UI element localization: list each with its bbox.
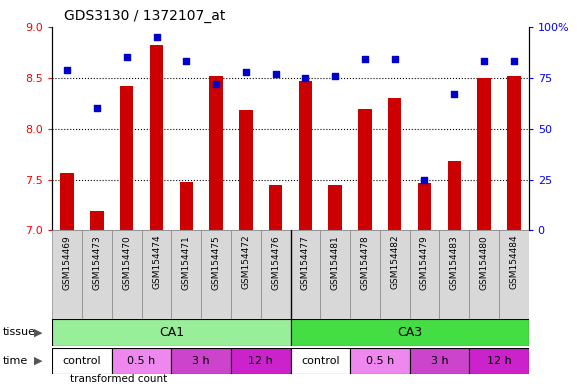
Bar — [52, 230, 82, 319]
Bar — [410, 348, 469, 374]
Text: control: control — [301, 356, 339, 366]
Bar — [112, 348, 171, 374]
Text: GSM154473: GSM154473 — [92, 235, 102, 290]
Point — [360, 56, 370, 63]
Text: CA1: CA1 — [159, 326, 184, 339]
Bar — [499, 230, 529, 319]
Text: time: time — [3, 356, 28, 366]
Bar — [150, 45, 163, 230]
Text: 3 h: 3 h — [192, 356, 210, 366]
Bar — [380, 230, 410, 319]
Bar — [209, 76, 223, 230]
Text: GSM154469: GSM154469 — [63, 235, 71, 290]
Point — [301, 74, 310, 81]
Point — [479, 58, 489, 65]
Bar — [469, 348, 529, 374]
Bar — [171, 348, 231, 374]
Text: ▶: ▶ — [34, 327, 42, 337]
Bar — [52, 319, 290, 346]
Point — [92, 105, 102, 111]
Text: GSM154477: GSM154477 — [301, 235, 310, 290]
Bar — [82, 230, 112, 319]
Bar — [388, 98, 401, 230]
Bar — [290, 230, 320, 319]
Text: control: control — [63, 356, 101, 366]
Point — [63, 66, 72, 73]
Text: GSM154479: GSM154479 — [420, 235, 429, 290]
Bar — [439, 230, 469, 319]
Text: GSM154478: GSM154478 — [360, 235, 370, 290]
Text: GSM154471: GSM154471 — [182, 235, 191, 290]
Bar — [358, 109, 372, 230]
Bar — [418, 182, 431, 230]
Bar — [350, 348, 410, 374]
Bar — [171, 230, 201, 319]
Bar — [290, 319, 529, 346]
Point — [122, 55, 131, 61]
Text: GSM154472: GSM154472 — [241, 235, 250, 290]
Bar — [201, 230, 231, 319]
Point — [241, 69, 250, 75]
Text: GSM154483: GSM154483 — [450, 235, 459, 290]
Bar — [410, 230, 439, 319]
Text: 0.5 h: 0.5 h — [365, 356, 394, 366]
Text: CA3: CA3 — [397, 326, 422, 339]
Text: 12 h: 12 h — [248, 356, 273, 366]
Text: GSM154470: GSM154470 — [122, 235, 131, 290]
Bar — [52, 348, 112, 374]
Bar — [478, 78, 491, 230]
Bar — [120, 86, 134, 230]
Bar — [350, 230, 380, 319]
Text: GDS3130 / 1372107_at: GDS3130 / 1372107_at — [64, 9, 225, 23]
Text: ▶: ▶ — [34, 356, 42, 366]
Text: 12 h: 12 h — [486, 356, 511, 366]
Text: 0.5 h: 0.5 h — [127, 356, 156, 366]
Point — [390, 56, 399, 63]
Bar — [269, 185, 282, 230]
Bar — [60, 174, 74, 230]
Text: GSM154482: GSM154482 — [390, 235, 399, 290]
Bar — [231, 230, 261, 319]
Text: transformed count: transformed count — [70, 374, 167, 384]
Text: GSM154484: GSM154484 — [510, 235, 518, 290]
Point — [271, 71, 280, 77]
Text: GSM154475: GSM154475 — [211, 235, 221, 290]
Bar — [299, 81, 312, 230]
Point — [331, 73, 340, 79]
Bar — [328, 185, 342, 230]
Text: GSM154476: GSM154476 — [271, 235, 280, 290]
Bar — [90, 211, 103, 230]
Point — [152, 34, 161, 40]
Bar — [142, 230, 171, 319]
Text: GSM154474: GSM154474 — [152, 235, 161, 290]
Bar — [447, 161, 461, 230]
Point — [420, 177, 429, 183]
Bar — [239, 110, 253, 230]
Text: 3 h: 3 h — [431, 356, 448, 366]
Bar — [320, 230, 350, 319]
Bar — [290, 348, 350, 374]
Point — [182, 58, 191, 65]
Bar — [180, 182, 193, 230]
Point — [509, 58, 518, 65]
Bar — [261, 230, 290, 319]
Bar — [112, 230, 142, 319]
Bar — [469, 230, 499, 319]
Text: GSM154481: GSM154481 — [331, 235, 340, 290]
Text: tissue: tissue — [3, 327, 36, 337]
Point — [211, 81, 221, 87]
Point — [450, 91, 459, 97]
Bar — [231, 348, 290, 374]
Bar — [507, 76, 521, 230]
Text: GSM154480: GSM154480 — [479, 235, 489, 290]
